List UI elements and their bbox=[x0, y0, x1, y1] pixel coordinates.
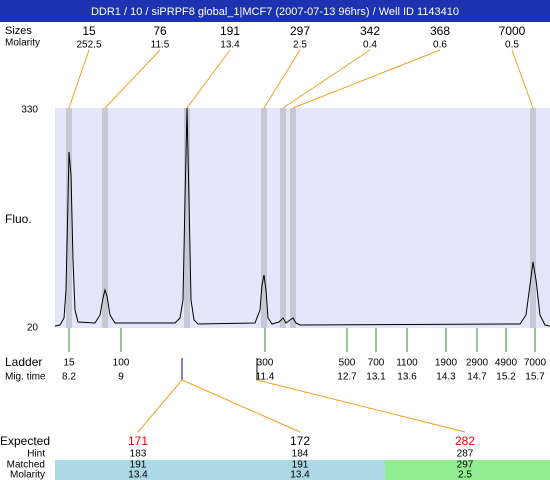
ladder-size: 700 bbox=[368, 358, 385, 369]
peak-band bbox=[280, 108, 286, 328]
peak-connector bbox=[511, 49, 534, 109]
peak-band bbox=[184, 108, 190, 328]
match-band bbox=[385, 460, 550, 480]
peak-molarity: 0.5 bbox=[505, 40, 519, 51]
trace bbox=[54, 107, 550, 327]
peak-molarity: 0.4 bbox=[363, 40, 377, 51]
ladder-time: 12.7 bbox=[337, 372, 357, 383]
matched-size: 297 bbox=[457, 460, 474, 471]
peak-size: 7000 bbox=[499, 24, 526, 38]
ladder-time: 13.1 bbox=[366, 372, 386, 383]
peak-size: 76 bbox=[153, 24, 167, 38]
sizes-label: Sizes bbox=[5, 25, 32, 37]
ladder-label: Ladder bbox=[5, 355, 42, 369]
peak-connector bbox=[104, 49, 161, 109]
peak-connector bbox=[292, 49, 441, 109]
connector bbox=[181, 379, 301, 433]
match-band bbox=[55, 460, 385, 480]
y-tick-label: 20 bbox=[27, 323, 39, 334]
ladder-size: 500 bbox=[339, 358, 356, 369]
matched-size: 191 bbox=[292, 460, 309, 471]
ladder-size: 7000 bbox=[524, 358, 547, 369]
hint-size: 287 bbox=[457, 449, 474, 460]
ladder-size: 15 bbox=[63, 358, 75, 369]
peak-band bbox=[66, 108, 72, 328]
ladder-size: 2900 bbox=[466, 358, 489, 369]
title-bar bbox=[0, 0, 550, 22]
peak-band bbox=[530, 108, 536, 328]
ladder-time: 14.7 bbox=[467, 372, 487, 383]
hint-size: 183 bbox=[130, 449, 147, 460]
ladder-size: 4900 bbox=[495, 358, 518, 369]
peak-size: 342 bbox=[360, 24, 380, 38]
matched-molarity: 2.5 bbox=[458, 470, 472, 480]
matched-size: 191 bbox=[130, 460, 147, 471]
ladder-time: 11.4 bbox=[256, 372, 275, 383]
peak-molarity: 252.5 bbox=[76, 40, 101, 51]
ladder-size: 1100 bbox=[396, 358, 418, 369]
peak-size: 15 bbox=[82, 24, 96, 38]
peak-connector bbox=[68, 49, 90, 109]
peak-molarity: 0.6 bbox=[433, 40, 447, 51]
expected-size: 282 bbox=[455, 434, 475, 448]
hint-size: 184 bbox=[292, 449, 309, 460]
matched-molarity: 13.4 bbox=[290, 470, 310, 480]
peak-connector bbox=[263, 49, 301, 109]
molarity-label: Molarity bbox=[10, 470, 45, 480]
ladder-time: 15.7 bbox=[525, 372, 545, 383]
mig-time-label: Mig. time bbox=[5, 372, 46, 383]
ladder-size: 100 bbox=[113, 358, 130, 369]
connector bbox=[256, 379, 466, 433]
connector bbox=[137, 379, 183, 433]
peak-molarity: 13.4 bbox=[220, 40, 240, 51]
y-axis-label: Fluo. bbox=[5, 212, 32, 226]
ladder-time: 14.3 bbox=[436, 372, 456, 383]
expected-label: Expected bbox=[0, 434, 50, 448]
hint-label: Hint bbox=[27, 449, 45, 460]
molarity-label: Molarity bbox=[5, 38, 40, 49]
ladder-time: 15.2 bbox=[496, 372, 516, 383]
peak-size: 368 bbox=[430, 24, 450, 38]
peak-molarity: 11.5 bbox=[151, 40, 170, 51]
peak-band bbox=[290, 108, 296, 328]
peak-connector bbox=[282, 49, 371, 109]
peak-size: 191 bbox=[220, 24, 240, 38]
ladder-size: 1900 bbox=[435, 358, 458, 369]
ladder-time: 9 bbox=[118, 372, 124, 383]
expected-size: 171 bbox=[128, 434, 148, 448]
ladder-size: 300 bbox=[257, 358, 274, 369]
peak-size: 297 bbox=[290, 24, 310, 38]
plot-area bbox=[55, 108, 550, 328]
peak-band bbox=[261, 108, 267, 328]
expected-size: 172 bbox=[290, 434, 310, 448]
peak-molarity: 2.5 bbox=[293, 40, 307, 51]
matched-molarity: 13.4 bbox=[128, 470, 148, 480]
matched-label: Matched bbox=[7, 460, 45, 471]
y-tick-label: 330 bbox=[21, 105, 38, 116]
ladder-time: 8.2 bbox=[62, 372, 76, 383]
peak-band bbox=[102, 108, 108, 328]
peak-connector bbox=[186, 49, 231, 109]
title: DDR1 / 10 / siPRPF8 global_1|MCF7 (2007-… bbox=[91, 6, 459, 18]
ladder-time: 13.6 bbox=[397, 372, 417, 383]
